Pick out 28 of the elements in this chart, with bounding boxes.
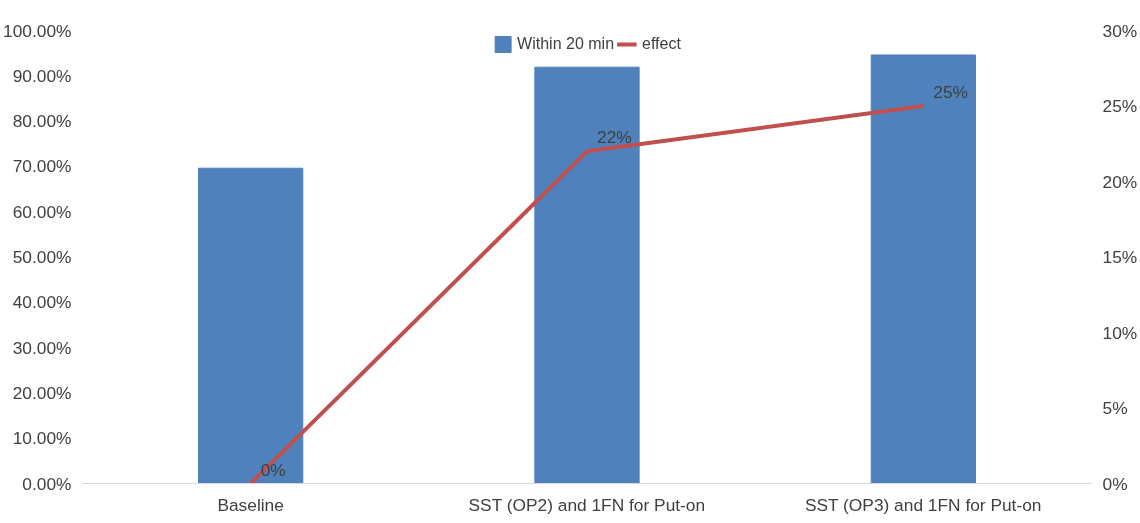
legend-label: effect — [642, 35, 681, 53]
y-tick-label: 70.00% — [12, 156, 72, 177]
y-tick-label: 20.00% — [12, 382, 72, 403]
x-tick-label: Baseline — [217, 494, 284, 515]
y-tick-label: 40.00% — [12, 292, 72, 313]
x-tick-label: SST (OP2) and 1FN for Put-on — [468, 494, 706, 515]
y2-tick-label: 30% — [1102, 20, 1138, 41]
x-tick-label: SST (OP3) and 1FN for Put-on — [804, 494, 1042, 515]
data-label: 25% — [933, 82, 969, 102]
y-tick-label: 90.00% — [12, 65, 72, 86]
bar — [534, 66, 640, 484]
y2-tick-label: 15% — [1102, 247, 1138, 267]
y-tick-label: 60.00% — [12, 201, 72, 222]
y2-tick-label: 25% — [1102, 96, 1138, 116]
y2-tick-label: 0% — [1102, 473, 1128, 494]
data-label: 22% — [597, 127, 632, 148]
y2-tick-label: 5% — [1102, 398, 1128, 418]
legend-label: Within 20 min — [517, 35, 615, 53]
y2-tick-label: 10% — [1102, 322, 1138, 343]
y-tick-label: 10.00% — [12, 428, 72, 449]
y-tick-label: 50.00% — [12, 247, 72, 267]
bar — [870, 54, 976, 484]
y-tick-label: 0.00% — [22, 473, 72, 494]
y-tick-label: 30.00% — [12, 337, 72, 358]
bar — [198, 167, 304, 484]
y2-tick-label: 20% — [1102, 171, 1138, 192]
y-tick-label: 100.00% — [3, 20, 72, 41]
y-tick-label: 80.00% — [12, 111, 72, 132]
